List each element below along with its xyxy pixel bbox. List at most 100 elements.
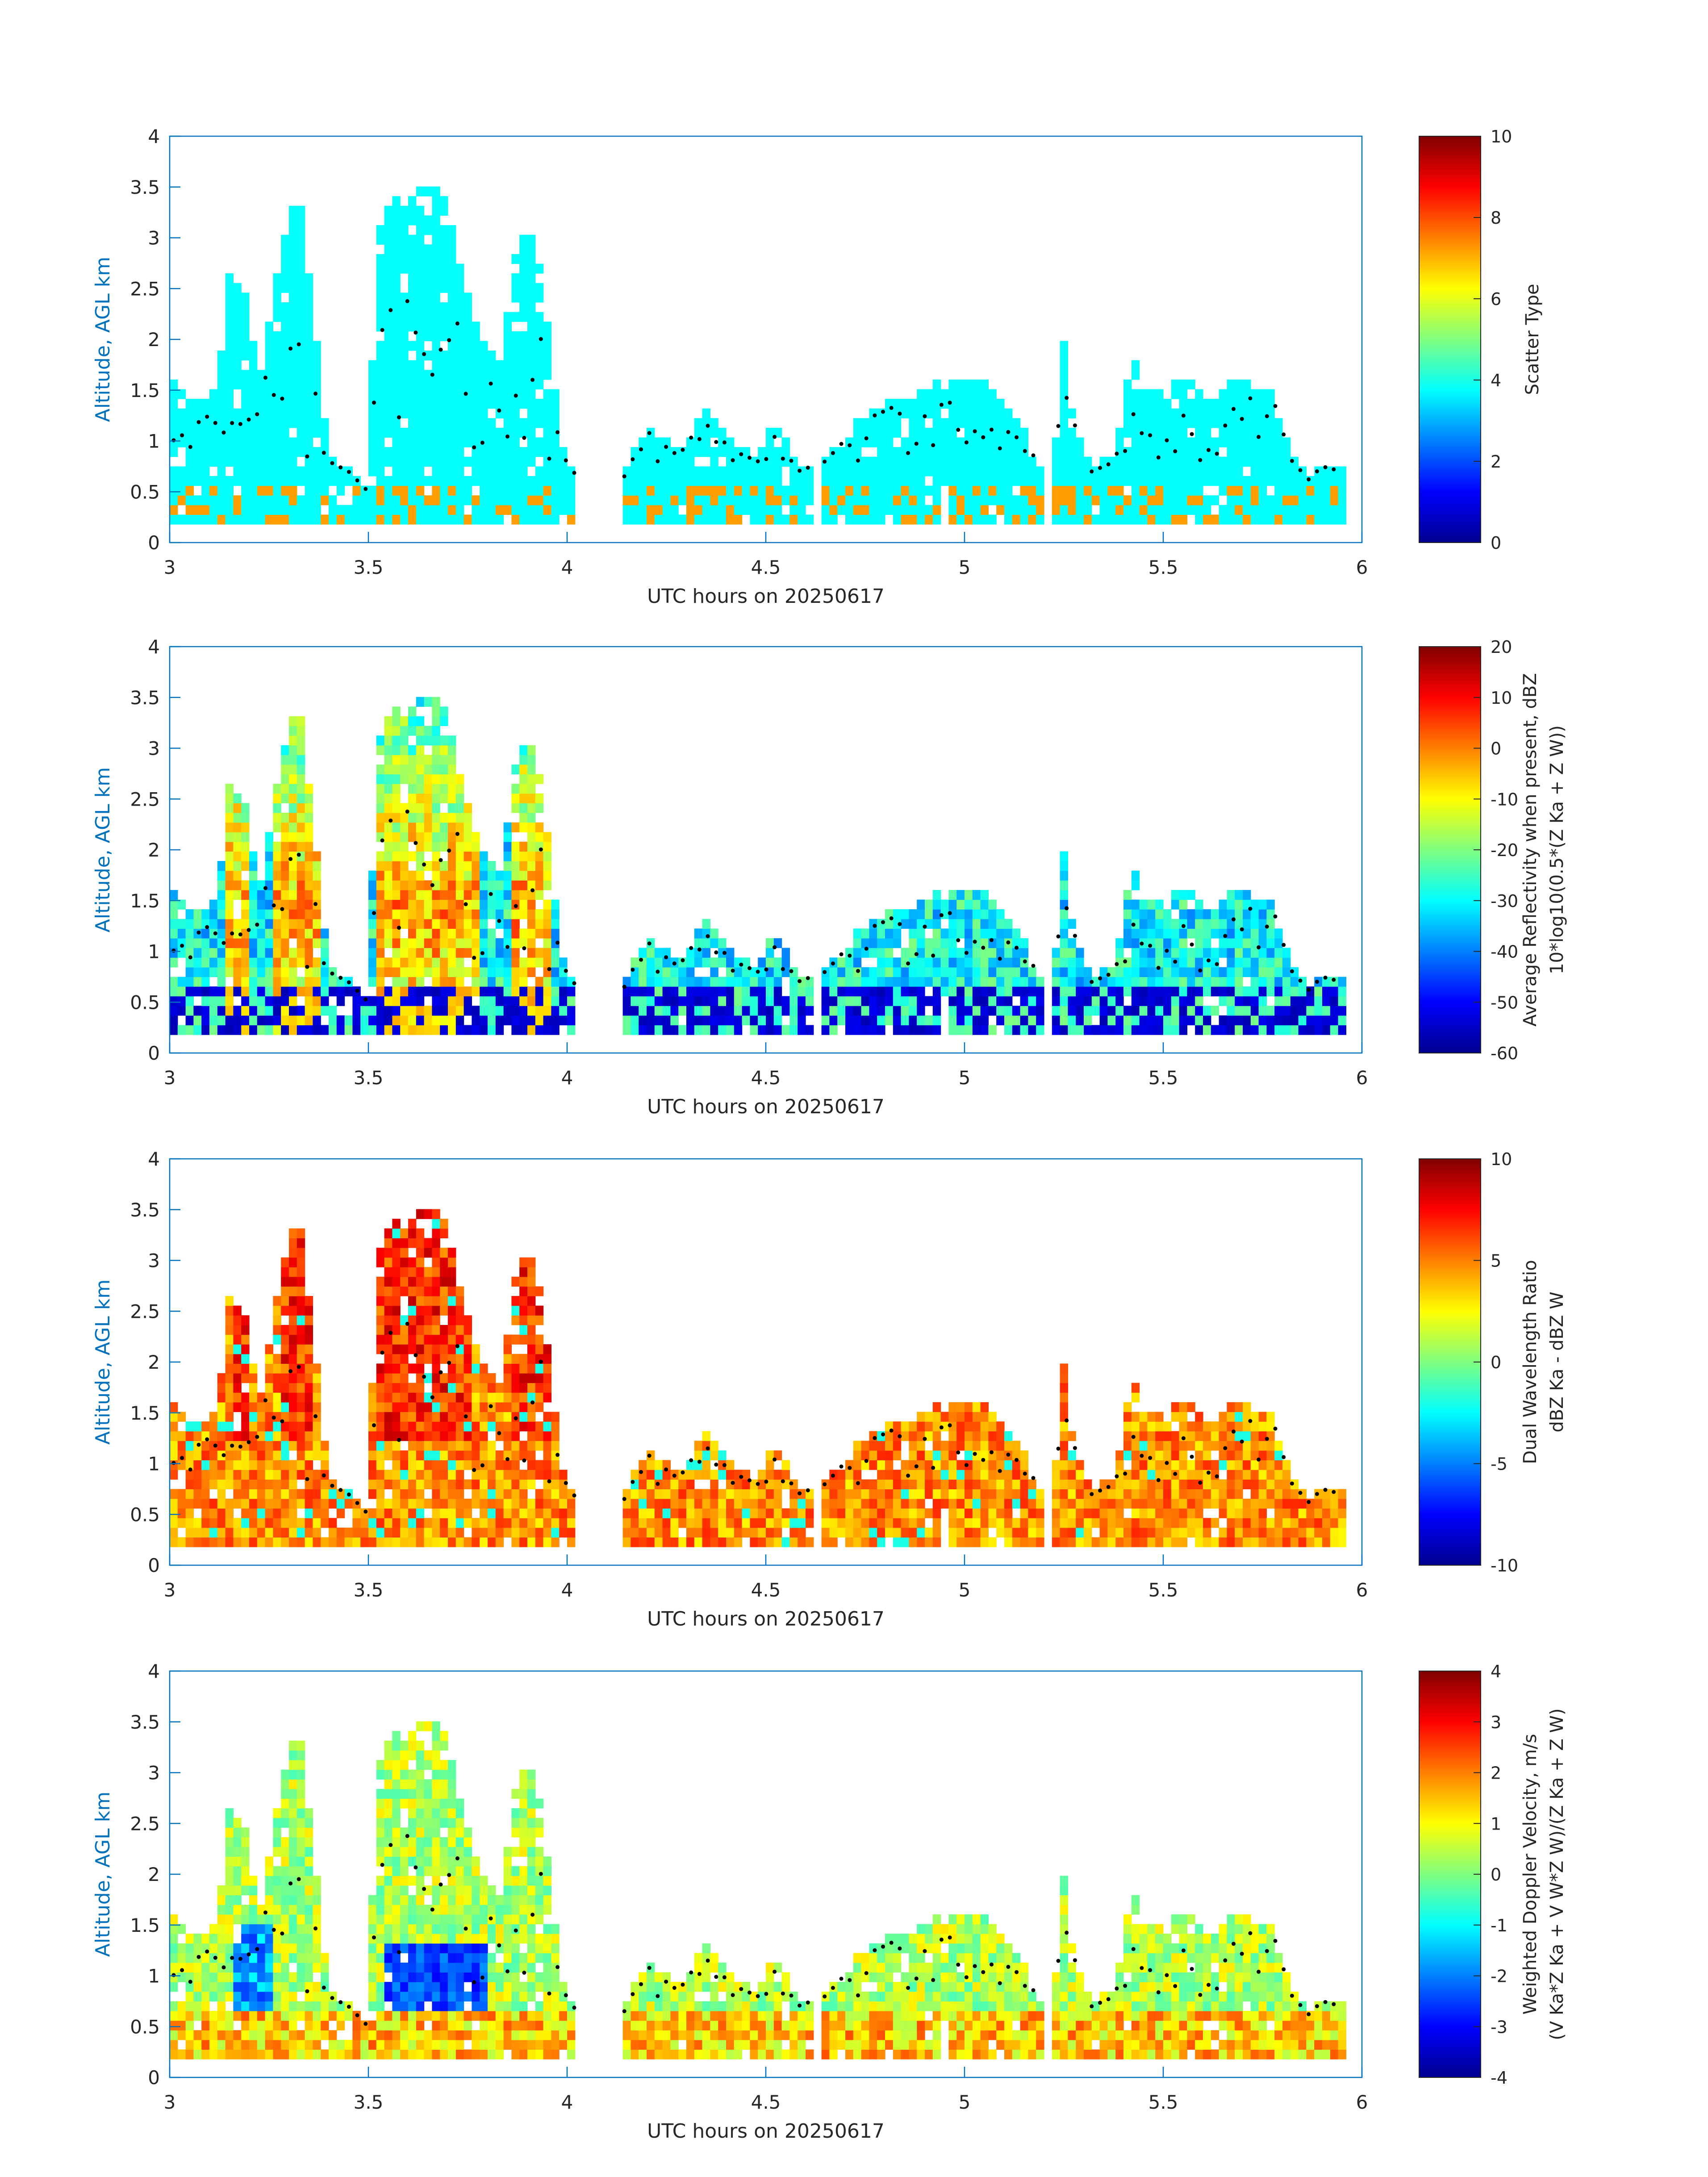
heatmap-cell xyxy=(408,919,417,929)
heatmap-cell xyxy=(321,476,329,486)
heatmap-cell xyxy=(281,948,289,958)
heatmap-cell xyxy=(1203,1025,1211,1035)
heatmap-cell xyxy=(424,1499,432,1509)
heatmap-cell xyxy=(678,977,687,987)
heatmap-cell xyxy=(1258,485,1267,496)
heatmap-cell xyxy=(503,399,512,409)
heatmap-cell xyxy=(1203,928,1211,939)
heatmap-cell xyxy=(1266,957,1275,968)
heatmap-cell xyxy=(511,341,520,351)
heatmap-cell xyxy=(392,196,401,206)
heatmap-cell xyxy=(448,957,456,968)
heatmap-cell xyxy=(1290,986,1299,997)
heatmap-cell xyxy=(193,1025,202,1035)
heatmap-cell xyxy=(1250,996,1259,1006)
heatmap-cell xyxy=(1195,437,1203,447)
heatmap-cell xyxy=(535,928,544,939)
heatmap-cell xyxy=(639,967,647,977)
heatmap-cell xyxy=(480,351,488,361)
heatmap-cell xyxy=(1004,957,1013,968)
heatmap-cell xyxy=(170,957,178,968)
heatmap-cell xyxy=(932,909,941,919)
cloud-base-dot xyxy=(748,966,752,970)
heatmap-cell xyxy=(432,379,440,390)
heatmap-cell xyxy=(392,283,401,293)
heatmap-cell xyxy=(289,996,297,1006)
heatmap-cell xyxy=(289,322,297,332)
heatmap-cell xyxy=(170,977,178,987)
heatmap-cell xyxy=(1147,476,1156,486)
cloud-base-dot xyxy=(1023,449,1027,453)
heatmap-cell xyxy=(408,408,417,418)
heatmap-cell xyxy=(1060,437,1068,447)
heatmap-cell xyxy=(885,977,894,987)
heatmap-cell xyxy=(384,514,393,525)
heatmap-cell xyxy=(965,485,973,496)
heatmap-cell xyxy=(392,427,401,438)
heatmap-cell xyxy=(956,505,965,515)
heatmap-cell xyxy=(265,1363,273,1374)
heatmap-cell xyxy=(408,370,417,380)
heatmap-cell xyxy=(1052,505,1061,515)
heatmap-cell xyxy=(1099,485,1108,496)
heatmap-cell xyxy=(296,399,305,409)
heatmap-cell xyxy=(917,977,925,987)
heatmap-cell xyxy=(241,909,250,919)
heatmap-cell xyxy=(185,1006,194,1016)
heatmap-cell xyxy=(1243,437,1251,447)
heatmap-cell xyxy=(1274,456,1283,467)
heatmap-cell xyxy=(1322,986,1331,997)
heatmap-cell xyxy=(336,514,345,525)
heatmap-cell xyxy=(1235,967,1243,977)
heatmap-cell xyxy=(455,370,464,380)
heatmap-cell xyxy=(1068,986,1076,997)
heatmap-cell xyxy=(249,427,258,438)
heatmap-cell xyxy=(424,244,432,255)
heatmap-cell xyxy=(527,341,536,351)
heatmap-cell xyxy=(1068,514,1076,525)
heatmap-cell xyxy=(488,476,496,486)
cloud-base-dot xyxy=(455,321,459,326)
heatmap-cell xyxy=(750,485,758,496)
heatmap-cell xyxy=(1091,1025,1100,1035)
heatmap-cell xyxy=(273,331,281,341)
heatmap-cell xyxy=(296,370,305,380)
heatmap-cell xyxy=(503,919,512,929)
heatmap-cell xyxy=(702,437,710,447)
heatmap-cell xyxy=(1155,418,1164,428)
heatmap-cell xyxy=(543,909,551,919)
heatmap-cell xyxy=(909,505,917,515)
heatmap-cell xyxy=(1243,447,1251,457)
heatmap-cell xyxy=(400,1450,409,1461)
cloud-base-dot xyxy=(689,946,693,950)
cloud-base-dot xyxy=(781,967,785,971)
cloud-base-dot xyxy=(1165,949,1169,953)
heatmap-cell xyxy=(710,485,718,496)
heatmap-cell xyxy=(289,495,297,506)
heatmap-cell xyxy=(1068,967,1076,977)
heatmap-cell xyxy=(464,292,472,303)
heatmap-cell xyxy=(305,476,313,486)
heatmap-cell xyxy=(551,977,560,987)
heatmap-cell xyxy=(281,514,289,525)
heatmap-cell xyxy=(217,370,226,380)
heatmap-cell xyxy=(1004,919,1013,929)
heatmap-cell xyxy=(996,986,1005,997)
heatmap-cell xyxy=(448,1006,456,1016)
heatmap-cell xyxy=(527,234,536,245)
heatmap-cell xyxy=(1052,485,1061,496)
heatmap-cell xyxy=(1060,408,1068,418)
heatmap-cell xyxy=(861,996,869,1006)
cloud-base-dot xyxy=(823,460,827,464)
heatmap-cell xyxy=(201,1508,210,1518)
heatmap-cell xyxy=(1250,485,1259,496)
heatmap-cell xyxy=(702,986,710,997)
heatmap-cell xyxy=(241,803,250,813)
heatmap-cell xyxy=(296,726,305,736)
heatmap-cell xyxy=(511,822,520,832)
heatmap-cell xyxy=(305,938,313,949)
heatmap-cell xyxy=(1330,1006,1339,1016)
heatmap-cell xyxy=(972,909,981,919)
heatmap-cell xyxy=(1052,996,1061,1006)
heatmap-cell xyxy=(1084,986,1092,997)
